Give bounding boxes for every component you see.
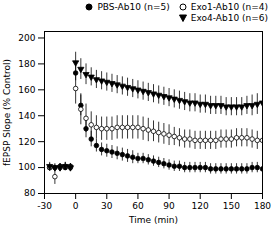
svg-text:140: 140 xyxy=(18,111,35,121)
svg-text:0: 0 xyxy=(73,201,79,211)
svg-text:200: 200 xyxy=(18,33,35,43)
html-text:Exo1-Ab10 (n=4): Exo1-Ab10 (n=4) xyxy=(190,2,268,12)
svg-text:100: 100 xyxy=(18,162,35,172)
svg-text:60: 60 xyxy=(132,201,144,211)
html-text:Exo4-Ab10 (n=6): Exo4-Ab10 (n=6) xyxy=(190,13,268,23)
svg-text:120: 120 xyxy=(18,137,35,147)
html-text:PBS-Ab10 (n=5): PBS-Ab10 (n=5) xyxy=(97,2,170,12)
svg-text:90: 90 xyxy=(163,201,175,211)
svg-text:180: 180 xyxy=(254,201,271,211)
svg-text:150: 150 xyxy=(223,201,240,211)
svg-text:80: 80 xyxy=(24,188,36,198)
svg-text:-30: -30 xyxy=(37,201,52,211)
svg-text:30: 30 xyxy=(101,201,113,211)
svg-text:160: 160 xyxy=(18,85,35,95)
svg-text:fEPSP Slope (% Control): fEPSP Slope (% Control) xyxy=(2,59,12,166)
svg-text:120: 120 xyxy=(192,201,209,211)
svg-text:Time (min): Time (min) xyxy=(128,215,178,225)
svg-text:180: 180 xyxy=(18,59,35,69)
